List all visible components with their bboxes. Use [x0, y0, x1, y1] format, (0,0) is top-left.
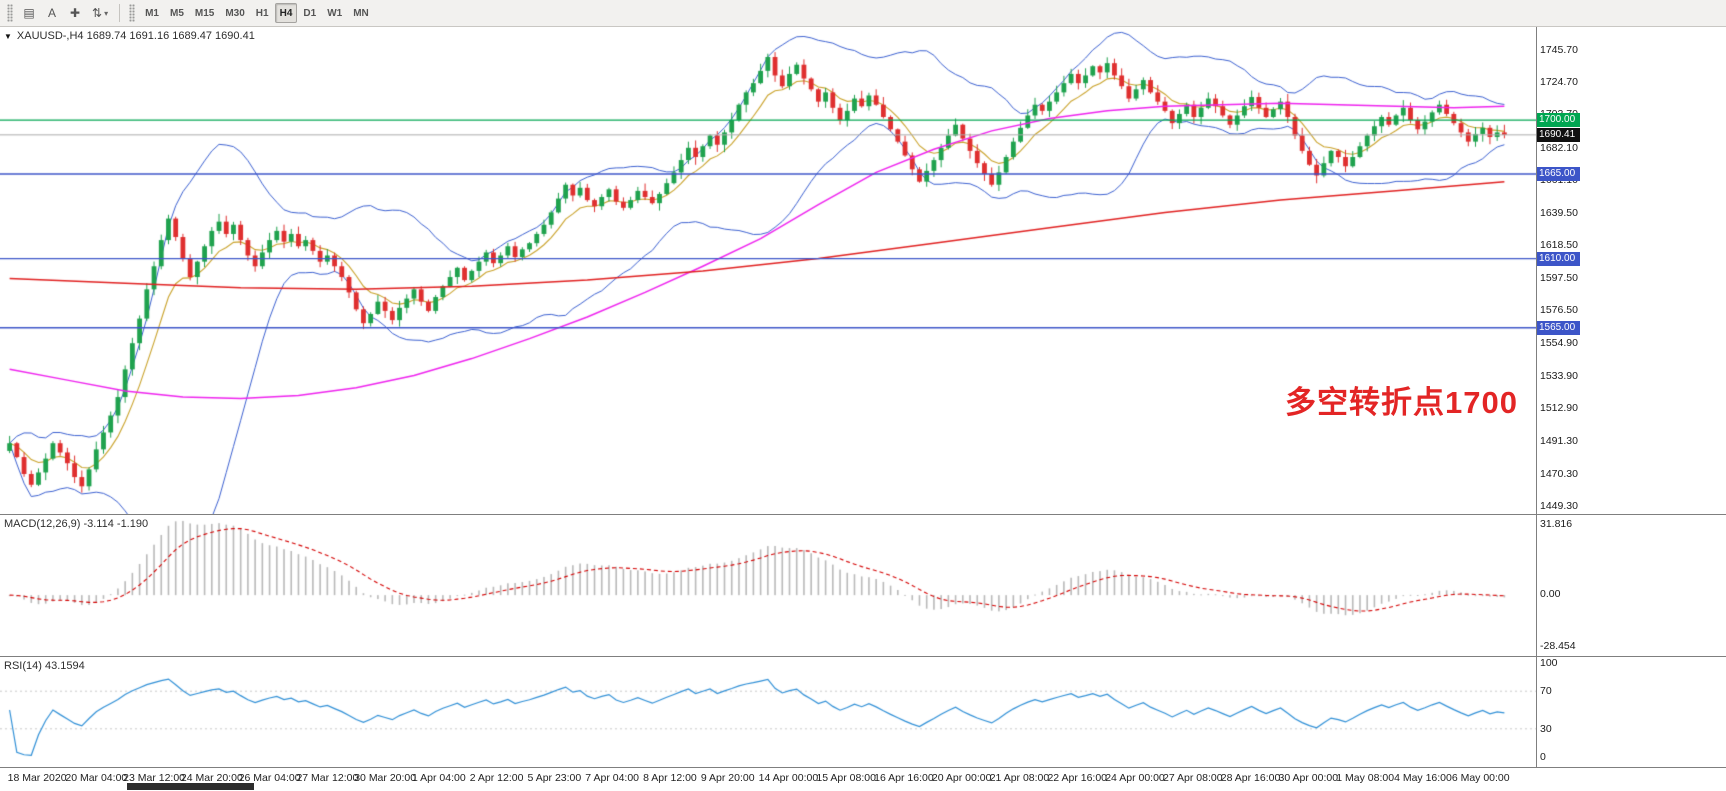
timeframe-button-group: M1 M5 M15 M30 H1 H4 D1 W1 MN [140, 3, 374, 23]
text-label-tool-button[interactable]: A [41, 3, 63, 23]
time-axis-label: 7 Apr 04:00 [585, 772, 640, 784]
time-axis-label: 18 Mar 2020 [7, 772, 67, 784]
timeframe-button-m15[interactable]: M15 [194, 7, 215, 19]
chart-header-text: XAUUSD-,H4 1689.74 1691.16 1689.47 1690.… [16, 30, 255, 42]
price-axis-label: 1533.90 [1540, 369, 1578, 382]
time-axis-label: 28 Apr 16:00 [1220, 772, 1281, 784]
price-axis-label: 1491.30 [1540, 435, 1578, 448]
price-axis-label: 1470.30 [1540, 467, 1578, 480]
time-axis-label: 1 Apr 04:00 [411, 772, 466, 784]
crosshair-tool-icon: ✚ [69, 6, 81, 20]
time-axis-label: 30 Mar 20:00 [354, 772, 417, 784]
timeframe-button-m1[interactable]: M1 [145, 7, 159, 19]
text-label-tool-icon: A [47, 6, 56, 20]
price-axis-label: 1639.50 [1540, 207, 1578, 220]
timeframe-button-m30[interactable]: M30 [225, 7, 245, 19]
collapse-marker-icon[interactable]: ▼ [4, 31, 12, 41]
timeframe-button-h4[interactable]: H4 [274, 3, 298, 23]
rsi-axis[interactable]: 100 70 30 0 [1536, 657, 1726, 767]
price-axis-label: 1449.30 [1540, 499, 1578, 512]
crosshair-tool-button[interactable]: ✚ [64, 3, 86, 23]
chart-header: ▼ XAUUSD-,H4 1689.74 1691.16 1689.47 169… [4, 30, 255, 42]
price-axis-label: 1576.50 [1540, 304, 1578, 317]
price-level-badge: 1700.00 [1537, 113, 1581, 128]
timeframe-button-w1[interactable]: W1 [327, 7, 343, 19]
time-axis-label: 5 Apr 23:00 [527, 772, 582, 784]
price-level-badge: 1610.00 [1537, 251, 1581, 266]
time-axis-label: 1 May 08:00 [1336, 772, 1395, 784]
price-axis-label: 1724.70 [1540, 76, 1578, 89]
rsi-label: RSI(14) 43.1594 [4, 660, 85, 672]
indicator-dropdown-icon: ⇅ [92, 6, 103, 20]
time-axis-label: 20 Mar 04:00 [65, 772, 128, 784]
time-axis-label: 2 Apr 12:00 [469, 772, 524, 784]
chart-workspace: ▼ XAUUSD-,H4 1689.74 1691.16 1689.47 169… [0, 27, 1726, 791]
price-axis-label: 1618.50 [1540, 239, 1578, 252]
time-axis-label: 4 May 16:00 [1394, 772, 1452, 784]
rsi-axis-label: 100 [1540, 657, 1558, 669]
price-axis-label: 1512.90 [1540, 401, 1578, 414]
time-axis-label: 20 Apr 00:00 [931, 772, 992, 784]
rsi-indicator-panel: RSI(14) 43.1594 100 70 30 0 [0, 656, 1726, 767]
horizontal-scrollbar-thumb[interactable] [127, 783, 254, 790]
macd-indicator-panel: MACD(12,26,9) -3.114 -1.190 31.816 0.00 -2… [0, 514, 1726, 656]
timeframe-drag-handle[interactable] [129, 4, 136, 22]
toolbar: ▤ A ✚ ⇅ ▾ M1 M5 M15 M30 H1 H4 D1 W1 MN [0, 0, 1726, 27]
chart-mode-button[interactable]: ▤ [18, 3, 40, 23]
time-axis-label: 26 Mar 04:00 [238, 772, 301, 784]
time-axis-label: 27 Apr 08:00 [1162, 772, 1223, 784]
time-axis-label: 23 Mar 12:00 [123, 772, 186, 784]
macd-label: MACD(12,26,9) -3.114 -1.190 [4, 518, 149, 530]
price-level-badge: 1565.00 [1537, 320, 1581, 335]
price-chart[interactable]: ▼ XAUUSD-,H4 1689.74 1691.16 1689.47 169… [0, 27, 1536, 514]
timeframe-button-h1[interactable]: H1 [255, 7, 269, 19]
macd-axis-label: 0.00 [1540, 588, 1561, 601]
toolbar-drag-handle[interactable] [7, 4, 13, 22]
current-price-badge: 1690.41 [1537, 127, 1581, 142]
price-axis-label: 1745.70 [1540, 43, 1578, 56]
macd-header: MACD(12,26,9) -3.114 -1.190 [4, 518, 148, 530]
time-axis-label: 14 Apr 00:00 [758, 772, 819, 784]
timeframe-button-d1[interactable]: D1 [303, 7, 317, 19]
chart-mode-icon: ▤ [23, 6, 35, 20]
price-axis-label: 1597.50 [1540, 271, 1578, 284]
timeframe-button-mn[interactable]: MN [353, 7, 369, 19]
time-axis-label: 8 Apr 12:00 [643, 772, 697, 784]
price-axis-label: 1682.10 [1540, 141, 1578, 154]
timeframe-button-m5[interactable]: M5 [169, 7, 184, 19]
chart-annotation: 多空转折点1700 [1285, 385, 1518, 420]
price-chart-panel: ▼ XAUUSD-,H4 1689.74 1691.16 1689.47 169… [0, 27, 1726, 514]
time-axis-label: 30 Apr 00:00 [1278, 772, 1339, 784]
rsi-axis-label: 30 [1540, 722, 1552, 735]
price-axis-label: 1554.90 [1540, 337, 1578, 350]
rsi-axis-label: 70 [1540, 685, 1552, 698]
price-level-badge: 1665.00 [1537, 166, 1581, 181]
macd-axis[interactable]: 31.816 0.00 -28.454 [1536, 515, 1726, 656]
time-axis-label: 24 Mar 20:00 [180, 772, 243, 784]
price-chart-canvas[interactable] [0, 27, 1536, 514]
time-axis-label: 22 Apr 16:00 [1047, 772, 1108, 784]
rsi-chart[interactable]: RSI(14) 43.1594 [0, 657, 1536, 767]
time-axis-label: 21 Apr 08:00 [989, 772, 1050, 784]
time-axis-label: 9 Apr 20:00 [700, 772, 755, 784]
macd-axis-label: -28.454 [1540, 640, 1576, 652]
indicator-dropdown-button[interactable]: ⇅ ▾ [87, 3, 113, 23]
time-axis-label: 6 May 00:00 [1451, 772, 1510, 784]
price-axis[interactable]: 1745.701724.701703.701682.101661.101639.… [1536, 27, 1726, 514]
rsi-header: RSI(14) 43.1594 [4, 660, 85, 672]
time-axis[interactable]: 18 Mar 2020 20 Mar 04:00 23 Mar 12:00 24 Ma… [0, 767, 1726, 791]
tool-button-group: ▤ A ✚ ⇅ ▾ [18, 3, 113, 23]
rsi-axis-label: 0 [1540, 751, 1546, 763]
time-axis-label: 16 Apr 16:00 [874, 772, 934, 784]
time-axis-label: 24 Apr 00:00 [1105, 772, 1165, 784]
macd-axis-label: 31.816 [1540, 518, 1573, 530]
macd-chart-canvas[interactable] [0, 515, 1536, 656]
rsi-chart-canvas[interactable] [0, 657, 1536, 767]
time-axis-label: 27 Mar 12:00 [296, 772, 359, 784]
toolbar-separator [119, 4, 121, 22]
chevron-down-icon: ▾ [104, 8, 109, 18]
time-axis-label: 15 Apr 08:00 [816, 772, 876, 784]
macd-chart[interactable]: MACD(12,26,9) -3.114 -1.190 [0, 515, 1536, 656]
